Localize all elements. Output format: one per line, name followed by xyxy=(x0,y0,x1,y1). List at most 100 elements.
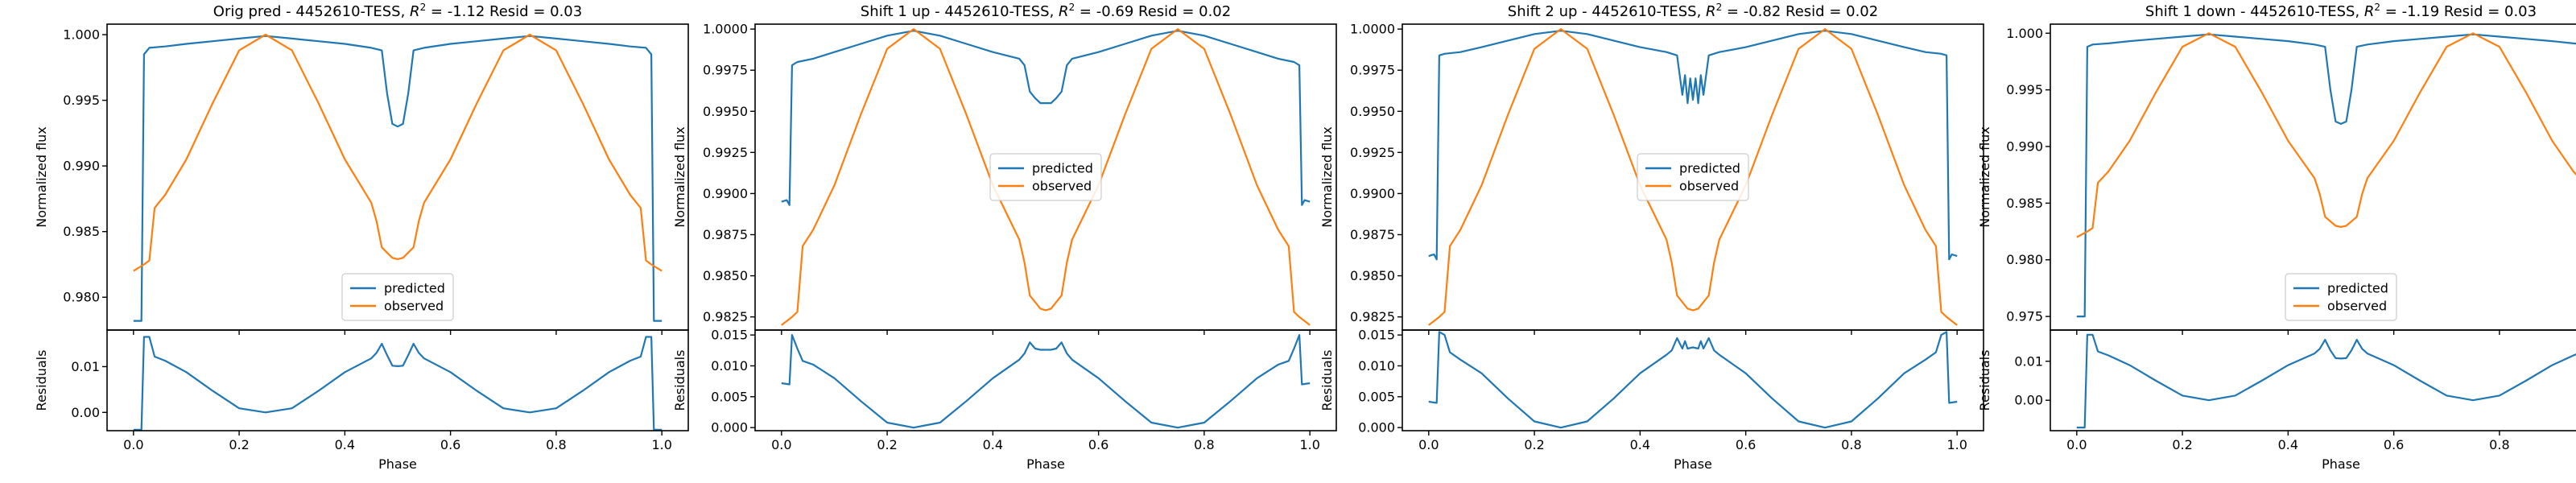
flux-axes: 0.975 0.980 0.985 0.990 0.995 1.000 Normalized… xyxy=(1977,23,2576,335)
y-tick-label: 0.005 xyxy=(711,389,748,404)
observed-line xyxy=(133,33,663,272)
y-tick-label: 0.9925 xyxy=(703,145,748,160)
y-tick-label: 0.9950 xyxy=(703,104,748,119)
x-axis-label: Phase xyxy=(1026,456,1065,472)
legend-label-observed: observed xyxy=(2327,299,2387,314)
y-tick-label: 1.0000 xyxy=(703,22,748,37)
y-tick-label: 0.00 xyxy=(2014,393,2043,408)
predicted-line xyxy=(781,30,1311,206)
residual-axes: 0.000 0.005 0.010 0.015 Residuals 0.0 0.2 0.4 0.… xyxy=(672,328,1337,472)
y-tick-label: 0.01 xyxy=(71,359,100,374)
y-tick-label: 0.9900 xyxy=(703,186,748,201)
axes-frame xyxy=(2050,329,2576,431)
legend: predicted observed xyxy=(989,153,1102,201)
y-tick-label: 0.980 xyxy=(63,290,100,305)
legend-label-observed: observed xyxy=(1679,179,1739,194)
y-tick-label: 1.000 xyxy=(2006,26,2043,41)
x-tick-label: 0.8 xyxy=(1194,437,1214,452)
x-axis-label: Phase xyxy=(378,456,417,472)
x-tick-label: 0.0 xyxy=(123,437,143,452)
residual-axes: 0.000 0.005 0.010 0.015 Residuals 0.0 0.2 0.4 0.… xyxy=(1319,328,1984,472)
y-axis-label: Normalized flux xyxy=(1319,126,1335,228)
legend-label-observed: observed xyxy=(1032,179,1092,194)
chart-title: Shift 2 up - 4452610-TESS, R2 = -0.82 Re… xyxy=(1508,2,1878,20)
x-tick-label: 0.4 xyxy=(2278,437,2298,452)
y-axis-label: Residuals xyxy=(672,350,687,411)
x-tick-label: 0.4 xyxy=(335,437,355,452)
y-tick-label: 0.995 xyxy=(2006,82,2043,97)
chart-panel-1: Orig pred - 4452610-TESS, R2 = -1.12 Res… xyxy=(34,2,689,472)
legend-box xyxy=(341,273,454,321)
axes-frame xyxy=(1402,329,1984,431)
chart-title: Orig pred - 4452610-TESS, R2 = -1.12 Res… xyxy=(213,2,582,20)
y-axis-label: Normalized flux xyxy=(1977,126,1992,228)
legend-box xyxy=(1637,153,1749,201)
observed-line xyxy=(1428,27,1958,326)
axes-frame xyxy=(106,329,689,431)
y-tick-label: 0.9950 xyxy=(1350,104,1395,119)
y-tick-label: 0.990 xyxy=(2006,139,2043,155)
chart-panel-2: Shift 1 up - 4452610-TESS, R2 = -0.69 Re… xyxy=(672,2,1337,472)
residual-line xyxy=(1428,331,1958,429)
y-tick-label: 0.980 xyxy=(2006,252,2043,267)
y-tick-label: 0.985 xyxy=(63,224,100,239)
chart-title: Shift 1 down - 4452610-TESS, R2 = -1.19 … xyxy=(2145,2,2537,20)
x-tick-label: 0.6 xyxy=(1088,437,1108,452)
y-tick-label: 0.000 xyxy=(711,420,748,436)
legend-label-predicted: predicted xyxy=(384,281,445,296)
x-axis-label: Phase xyxy=(2322,456,2360,472)
predicted-line xyxy=(2076,33,2576,318)
legend-label-predicted: predicted xyxy=(1679,161,1740,176)
y-tick-label: 0.010 xyxy=(711,358,748,374)
y-tick-label: 0.005 xyxy=(1358,389,1395,404)
legend-label-predicted: predicted xyxy=(1032,161,1093,176)
residual-line xyxy=(2076,333,2576,429)
x-tick-label: 0.2 xyxy=(1524,437,1544,452)
y-tick-label: 0.975 xyxy=(2006,309,2043,324)
chart-panel-3: Shift 2 up - 4452610-TESS, R2 = -0.82 Re… xyxy=(1319,2,1984,472)
x-tick-label: 1.0 xyxy=(651,437,671,452)
x-tick-label: 0.6 xyxy=(2384,437,2404,452)
chart-panel-4: Shift 1 down - 4452610-TESS, R2 = -1.19 … xyxy=(1977,2,2576,472)
y-tick-label: 0.000 xyxy=(1358,420,1395,436)
residual-line xyxy=(133,336,663,431)
legend-label-observed: observed xyxy=(384,299,444,314)
y-tick-label: 0.015 xyxy=(1358,328,1395,343)
predicted-line xyxy=(133,35,663,322)
y-axis-label: Residuals xyxy=(34,350,49,411)
y-axis-label: Normalized flux xyxy=(34,126,49,228)
y-tick-label: 0.01 xyxy=(2014,353,2043,369)
axes-frame xyxy=(754,329,1337,431)
x-tick-label: 0.4 xyxy=(1630,437,1650,452)
x-tick-label: 0.2 xyxy=(2172,437,2192,452)
residual-line xyxy=(781,334,1311,429)
y-tick-label: 0.015 xyxy=(711,328,748,343)
y-tick-label: 0.010 xyxy=(1358,358,1395,374)
y-tick-label: 0.9875 xyxy=(1350,227,1395,242)
x-tick-label: 0.6 xyxy=(440,437,460,452)
x-tick-label: 1.0 xyxy=(1299,437,1319,452)
y-tick-label: 0.9925 xyxy=(1350,145,1395,160)
y-tick-label: 0.9850 xyxy=(1350,268,1395,283)
y-tick-label: 0.990 xyxy=(63,159,100,174)
x-tick-label: 0.2 xyxy=(229,437,249,452)
y-tick-label: 0.9875 xyxy=(703,227,748,242)
y-tick-label: 0.9975 xyxy=(703,63,748,78)
x-tick-label: 0.0 xyxy=(1418,437,1439,452)
legend-box xyxy=(989,153,1102,201)
y-tick-label: 0.9900 xyxy=(1350,186,1395,201)
x-tick-label: 0.4 xyxy=(983,437,1003,452)
y-tick-label: 0.9825 xyxy=(703,309,748,324)
y-tick-label: 0.00 xyxy=(71,405,100,420)
y-tick-label: 0.9850 xyxy=(703,268,748,283)
legend: predicted observed xyxy=(2285,273,2397,321)
y-axis-label: Residuals xyxy=(1977,350,1992,411)
x-tick-label: 0.0 xyxy=(771,437,791,452)
x-tick-label: 0.8 xyxy=(1841,437,1861,452)
chart-title: Shift 1 up - 4452610-TESS, R2 = -0.69 Re… xyxy=(861,2,1231,20)
observed-line xyxy=(781,27,1311,326)
